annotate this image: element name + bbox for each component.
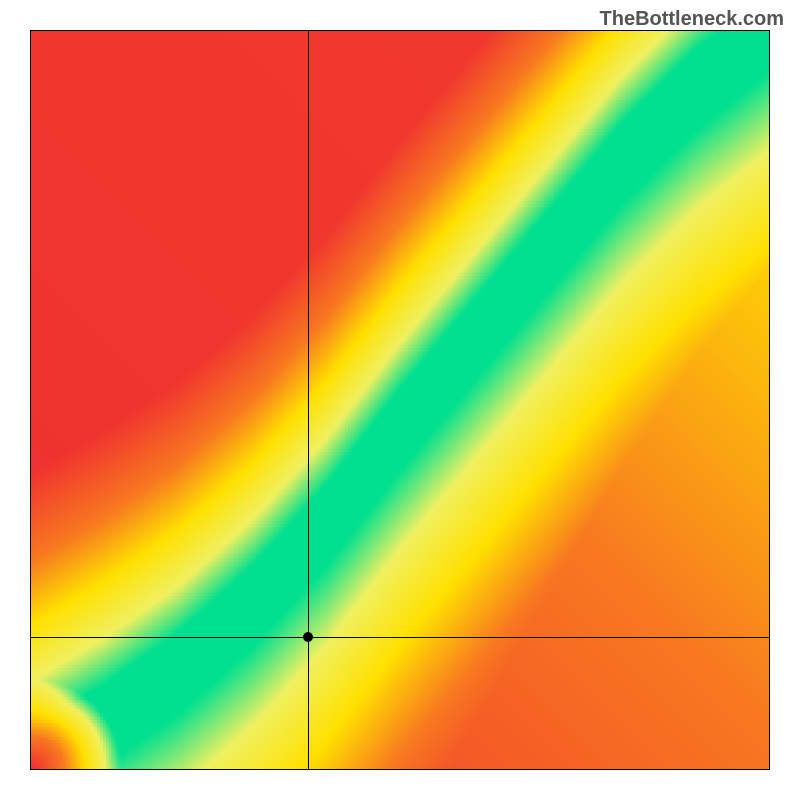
heatmap-canvas <box>31 31 769 769</box>
crosshair-horizontal <box>30 637 770 638</box>
crosshair-dot <box>303 632 313 642</box>
crosshair-vertical <box>308 30 309 770</box>
watermark-text: TheBottleneck.com <box>600 8 784 31</box>
heatmap-plot <box>30 30 770 770</box>
